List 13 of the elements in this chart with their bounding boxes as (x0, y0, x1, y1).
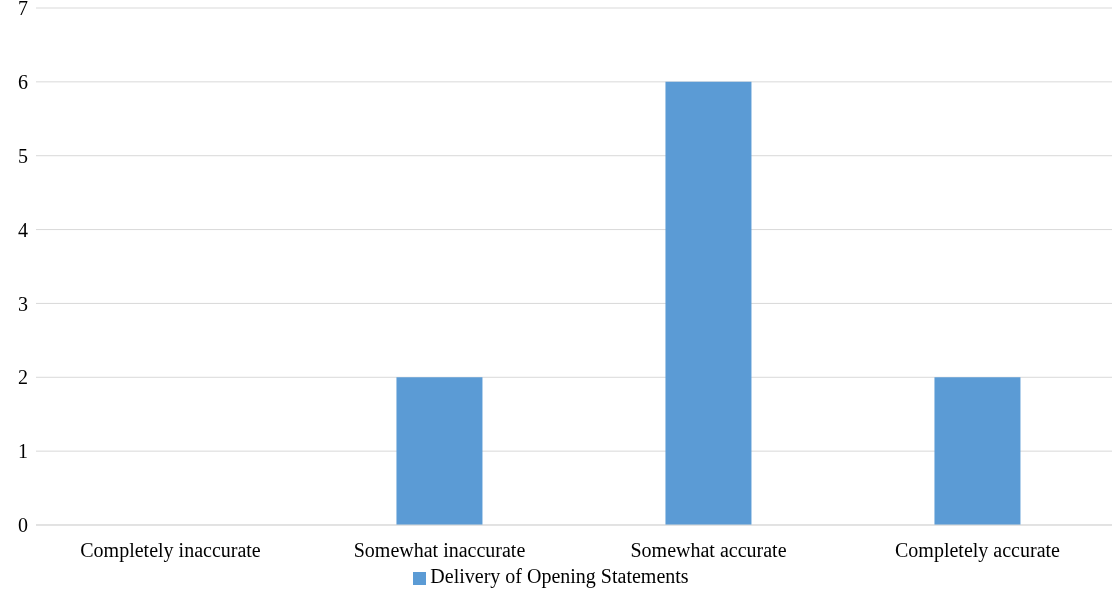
y-tick-label: 2 (18, 366, 28, 389)
x-tick-label: Completely accurate (895, 539, 1061, 563)
y-tick-label: 7 (18, 0, 28, 20)
x-tick-label: Somewhat accurate (630, 539, 787, 562)
y-tick-label: 3 (18, 292, 28, 315)
y-tick-label: 5 (18, 144, 28, 167)
legend-label: Delivery of Opening Statements (430, 565, 689, 587)
x-tick-label: Somewhat inaccurate (353, 539, 526, 562)
y-tick-label: 1 (18, 440, 28, 463)
x-tick-label: Completely inaccurate (80, 539, 261, 563)
y-tick-label: 6 (18, 70, 28, 93)
y-tick-label: 0 (18, 514, 28, 537)
y-tick-label: 4 (18, 218, 28, 241)
